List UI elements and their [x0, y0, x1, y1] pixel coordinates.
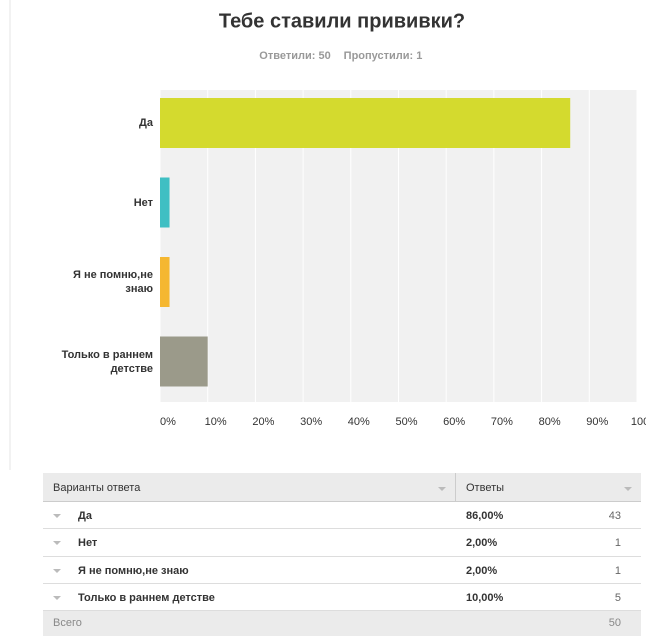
x-tick-label: 0% — [160, 416, 176, 428]
row-percent: 2,00% — [466, 537, 498, 550]
x-tick-label: 50% — [395, 416, 417, 428]
subtitle: Ответили: 50 — [259, 50, 330, 62]
x-tick-label: 30% — [300, 416, 322, 428]
chart: Тебе ставили прививки? Ответили: 50 Проп… — [9, 0, 646, 470]
table-row — [43, 583, 641, 611]
y-tick-label: Да — [139, 117, 153, 129]
row-count: 1 — [614, 537, 621, 550]
x-tick-label: 60% — [443, 416, 465, 428]
table-row — [43, 502, 641, 530]
dropdown-arrow[interactable] — [624, 487, 632, 491]
table-footer — [43, 611, 641, 636]
x-tick-label: 90% — [586, 416, 608, 428]
dropdown-arrow[interactable] — [53, 514, 61, 518]
dropdown-arrow[interactable] — [53, 595, 61, 600]
y-tick-label: Только в раннем детстве — [61, 348, 153, 375]
subtitle: Пропустили: 1 — [344, 50, 423, 62]
table-row — [43, 529, 641, 557]
x-tick-label: 80% — [539, 416, 561, 428]
dropdown-arrow[interactable] — [53, 541, 61, 546]
dropdown-arrow[interactable] — [438, 487, 446, 491]
y-tick-label: Я не помню,не знаю — [73, 269, 153, 295]
row-label: Да — [78, 510, 92, 522]
row-percent: 2,00% — [466, 564, 498, 577]
bar — [160, 98, 571, 148]
dropdown-arrow[interactable] — [53, 568, 61, 573]
bar — [160, 336, 208, 387]
x-tick-label: 100% — [631, 416, 646, 428]
y-tick-label: Нет — [133, 196, 153, 209]
table-header — [43, 473, 641, 502]
row-count: 5 — [614, 591, 621, 604]
footer-label: Всего — [53, 617, 82, 629]
row-count: 1 — [614, 564, 621, 577]
chart-title: Тебе ставили прививки? — [219, 10, 465, 32]
x-tick-label: 70% — [491, 416, 513, 428]
bar — [160, 257, 170, 307]
x-tick-label: 20% — [252, 416, 274, 428]
row-percent: 86,00% — [466, 510, 504, 522]
footer-total: 50 — [608, 617, 621, 629]
row-label: Нет — [78, 537, 98, 550]
header-cell: Ответы — [466, 482, 505, 494]
row-percent: 10,00% — [466, 591, 504, 604]
x-tick-label: 40% — [348, 416, 370, 428]
row-label: Только в раннем детстве — [78, 591, 215, 604]
x-tick-label: 10% — [205, 416, 227, 428]
row-label: Я не помню,не знаю — [78, 564, 189, 577]
table-row — [43, 556, 641, 584]
header-cell: Варианты ответа — [53, 482, 141, 494]
bar — [160, 177, 170, 228]
row-count: 43 — [608, 510, 621, 522]
